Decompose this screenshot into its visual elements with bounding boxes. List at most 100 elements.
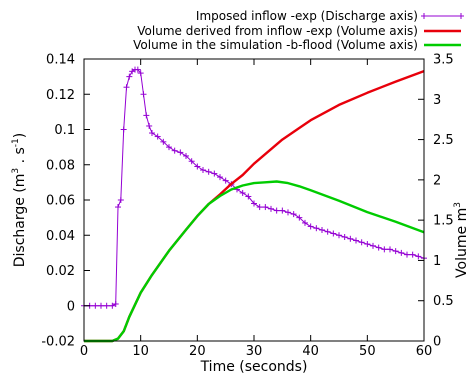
ticks-layer: 0 10 20 30 40 50 60-0.0200.020.040.060.080.10.…	[41, 53, 453, 360]
data-point	[251, 200, 257, 207]
data-point	[149, 130, 155, 137]
data-point	[92, 302, 99, 309]
x-tick-label: 60	[416, 344, 433, 359]
x-tick-label: 50	[359, 344, 376, 359]
x-tick-label: 40	[302, 344, 319, 359]
data-point	[115, 204, 121, 211]
data-point	[296, 214, 303, 221]
data-point	[370, 242, 376, 249]
y-left-tick-label: -0.02	[41, 335, 75, 350]
data-point	[307, 223, 314, 230]
y-left-tick-label: 0.12	[46, 88, 75, 103]
legend-item: Volume derived from inflow -exp (Volume …	[137, 24, 461, 38]
x-axis-label: Time (seconds)	[200, 359, 308, 375]
data-point	[194, 163, 201, 170]
y-right-tick-label: 0.5	[433, 294, 454, 309]
x-tick-label: 10	[132, 344, 149, 359]
data-point	[375, 244, 382, 251]
data-point	[387, 246, 393, 253]
data-point	[171, 147, 178, 154]
y-right-tick-label: 3.5	[433, 53, 454, 68]
plot-frame	[83, 58, 425, 342]
data-point	[392, 248, 399, 255]
data-point	[205, 168, 212, 175]
y-right-tick-label: 3	[433, 93, 441, 108]
legend-label: Volume in the simulation -b-flood (Volum…	[133, 38, 418, 52]
data-point	[336, 232, 342, 239]
series-3	[84, 180, 425, 343]
data-point	[262, 204, 269, 211]
data-point	[166, 144, 172, 151]
data-point	[409, 251, 416, 258]
x-tick-label: 20	[189, 344, 206, 359]
legend: Imposed inflow -exp (Discharge axis)Volu…	[133, 9, 464, 52]
data-point	[143, 112, 150, 119]
data-point	[290, 211, 297, 218]
data-point	[302, 219, 308, 226]
y-right-tick-label: 2	[433, 173, 441, 188]
y-left-tick-label: 0.14	[46, 53, 75, 68]
data-point	[188, 158, 195, 165]
y-left-tick-label: 0.02	[46, 264, 75, 279]
data-point	[285, 209, 291, 216]
data-point	[398, 249, 405, 256]
data-point	[313, 225, 320, 232]
data-point	[353, 237, 359, 244]
y-right-tick-label: 1.5	[433, 214, 454, 229]
y-left-tick-label: 0.06	[46, 194, 75, 209]
data-point	[109, 302, 116, 309]
data-point	[217, 174, 223, 181]
data-point	[146, 122, 153, 129]
y-left-tick-label: 0.08	[46, 158, 75, 173]
data-point	[268, 205, 274, 212]
series-line	[84, 180, 425, 343]
data-point	[279, 207, 286, 214]
data-point	[103, 302, 110, 309]
data-point	[330, 230, 337, 237]
data-point	[123, 84, 130, 91]
data-point	[341, 234, 348, 241]
data-point	[239, 189, 246, 196]
y-left-tick-label: 0.1	[54, 123, 75, 138]
data-point	[183, 152, 189, 159]
data-point	[98, 302, 104, 309]
legend-item: Volume in the simulation -b-flood (Volum…	[133, 38, 461, 52]
y-right-tick-label: 2.5	[433, 133, 454, 148]
x-tick-label: 0	[80, 344, 88, 359]
data-point	[347, 235, 354, 242]
data-point	[415, 253, 422, 260]
y-right-tick-label: 1	[433, 254, 441, 269]
data-point	[120, 126, 127, 133]
y-left-tick-label: 0	[67, 299, 75, 314]
y-axis-left-label: Discharge (m3 . s-1)	[11, 133, 28, 268]
data-point	[256, 204, 263, 211]
data-point	[134, 66, 141, 73]
data-point	[160, 138, 167, 145]
legend-label: Imposed inflow -exp (Discharge axis)	[196, 9, 418, 23]
data-point	[319, 226, 325, 233]
data-point	[222, 177, 229, 184]
series-1	[81, 66, 427, 309]
data-point	[117, 197, 124, 203]
data-point	[200, 167, 206, 174]
data-point	[324, 228, 331, 235]
data-point	[404, 251, 410, 258]
series-line	[84, 69, 425, 307]
y-right-tick-label: 0	[433, 335, 441, 350]
data-point	[211, 170, 218, 177]
data-point	[112, 300, 119, 307]
data-point	[126, 73, 133, 80]
data-point	[245, 193, 252, 200]
data-point	[137, 70, 144, 77]
legend-label: Volume derived from inflow -exp (Volume …	[137, 24, 418, 38]
data-point	[273, 207, 280, 214]
data-point	[364, 241, 371, 248]
y-left-tick-label: 0.04	[46, 229, 75, 244]
x-tick-label: 30	[246, 344, 263, 359]
legend-item: Imposed inflow -exp (Discharge axis)	[196, 9, 464, 23]
data-point	[381, 246, 388, 253]
y-axis-right-label: Volume m3	[453, 202, 470, 278]
data-point	[177, 149, 184, 156]
data-point	[140, 91, 147, 98]
